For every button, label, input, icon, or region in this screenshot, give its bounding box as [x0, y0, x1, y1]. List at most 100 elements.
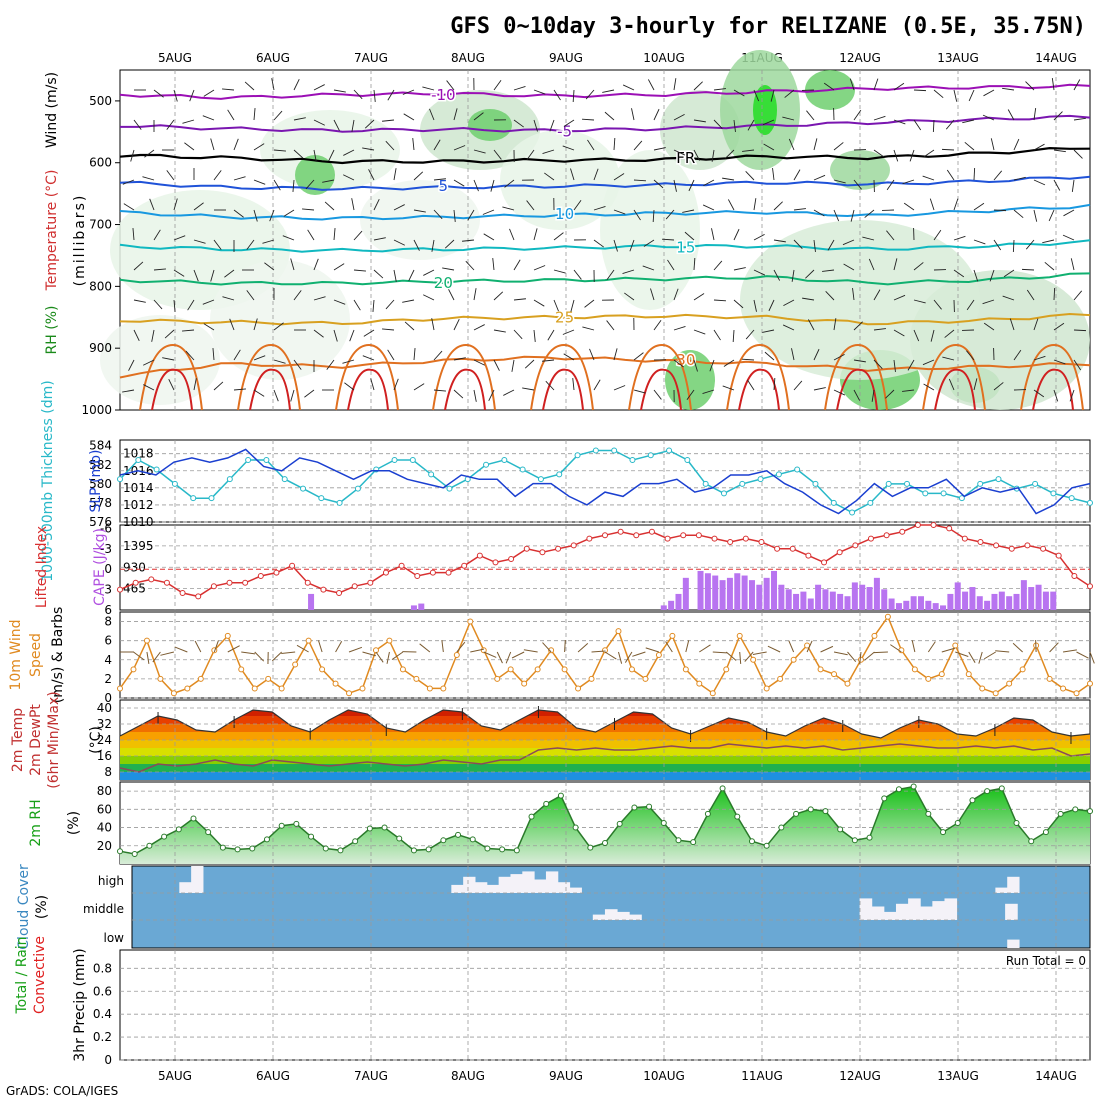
surface-wind-barb	[296, 644, 309, 653]
cape-bar	[748, 580, 755, 610]
wind-barb	[613, 348, 618, 361]
wind-barb	[442, 267, 455, 271]
wind-barb	[622, 84, 635, 91]
lifted-index-line-point	[539, 549, 546, 556]
wind-barb	[502, 206, 515, 211]
precip-panel: 0 0.2 0.4 0.6 0.8 Run Total = 0 Total / Rain Co…	[14, 936, 1091, 1067]
surface-wind-barb	[146, 651, 150, 664]
wind-barb	[688, 179, 695, 192]
rh-line-point	[278, 822, 285, 829]
wind-barb	[526, 200, 535, 211]
cape-bar	[1042, 591, 1049, 610]
wind-barb	[893, 82, 905, 91]
cape-bar	[1020, 580, 1027, 610]
temp-band	[120, 724, 1090, 732]
wind-barb	[893, 149, 899, 162]
bottom-day-label: 10AUG	[643, 1069, 685, 1083]
wind-barb	[493, 359, 500, 371]
cloud-bar	[179, 882, 192, 893]
wind-barb	[453, 357, 466, 361]
cloud-bar	[604, 909, 618, 920]
temp-contour-30	[1020, 344, 1084, 411]
wind-barb	[909, 149, 915, 162]
cloud-cover-panel: high middle low Cloud Cover (%)	[16, 864, 1091, 950]
y-tick-label: 0.8	[93, 961, 112, 975]
wind-speed-line-point	[709, 690, 716, 697]
wind-barb	[853, 321, 863, 331]
wind-barb	[153, 299, 163, 310]
thickness-line-point	[300, 485, 307, 492]
wind-barb	[1053, 322, 1065, 331]
surface-wind-barb	[624, 651, 633, 663]
temp-contour-35	[151, 368, 193, 411]
wind-barb	[813, 209, 825, 217]
surface-wind-barb	[441, 640, 444, 653]
wind-barb	[903, 202, 915, 211]
panel-frame	[119, 439, 1091, 523]
wind-barb	[982, 299, 995, 305]
wind-barb	[633, 352, 644, 361]
rh-shading	[295, 155, 335, 195]
thickness-line-point	[318, 495, 325, 502]
rh-line-point	[469, 836, 476, 843]
wind-barb	[732, 329, 735, 343]
wind-barb	[842, 239, 855, 246]
axis-label-group: CAPE (J/kg)	[92, 528, 108, 606]
wind-barb	[833, 142, 844, 151]
thickness-tick-label: 576	[89, 515, 112, 529]
slp-tick-label: 1010	[123, 515, 154, 529]
rh-line-point	[1057, 810, 1064, 817]
cloud-bar	[1007, 939, 1020, 948]
wind-barb	[393, 269, 397, 282]
wind-barb	[1042, 239, 1055, 244]
wind-speed-line-point	[251, 685, 258, 692]
temp-contour	[119, 175, 1091, 191]
axis-label: 2m RH	[28, 799, 44, 846]
wind-barb	[813, 239, 816, 252]
top-day-label: 6AUG	[256, 51, 290, 65]
wind-barb	[253, 355, 266, 361]
cape-bar	[940, 605, 947, 610]
cape-tick-label: 930	[123, 560, 146, 574]
wind-barb	[633, 140, 643, 151]
wind-barb	[864, 209, 875, 218]
wind-barb	[725, 149, 735, 159]
bottom-day-label: 13AUG	[937, 1069, 979, 1083]
temp-contour	[119, 146, 1091, 165]
wind-barb	[453, 389, 464, 399]
millibars-label: (millibars)	[72, 194, 88, 287]
rh-line-point	[131, 850, 138, 857]
lifted-index-line-point	[664, 535, 671, 542]
lifted-index-line-point	[289, 562, 296, 569]
wind-speed-line-point	[575, 685, 582, 692]
wind-barb	[768, 299, 775, 312]
cape-bar	[844, 596, 851, 610]
rh-line-point	[925, 810, 932, 817]
rh-line-point	[190, 815, 197, 822]
wind-speed-line-point	[346, 690, 353, 697]
axis-label: 10m Wind	[8, 619, 24, 690]
contour-label: 25	[555, 309, 574, 327]
surface-wind-barb	[317, 640, 323, 653]
wind-barb	[665, 209, 675, 220]
wind-barb	[873, 359, 883, 369]
wind-barb	[533, 89, 546, 95]
wind-barb	[222, 296, 235, 301]
thickness-line-point	[537, 476, 544, 483]
wind-barb	[833, 209, 840, 222]
wind-barb	[582, 326, 595, 331]
temperature-label: Temperature (°C)	[44, 170, 60, 292]
y-tick-label: 24	[97, 733, 112, 747]
rh-shading	[665, 350, 715, 410]
wind-barb	[622, 269, 635, 274]
wind-barb	[273, 359, 286, 364]
surface-wind-barb	[632, 651, 646, 657]
wind-barb	[873, 289, 881, 301]
wind-barb	[773, 239, 786, 243]
rh-line-point	[1072, 806, 1079, 813]
temp-contour-35	[738, 368, 780, 411]
y-tick-label: 6	[104, 634, 112, 648]
wind-barb	[711, 149, 715, 162]
surface-wind-barb	[788, 640, 795, 653]
wind-barb	[613, 385, 626, 391]
